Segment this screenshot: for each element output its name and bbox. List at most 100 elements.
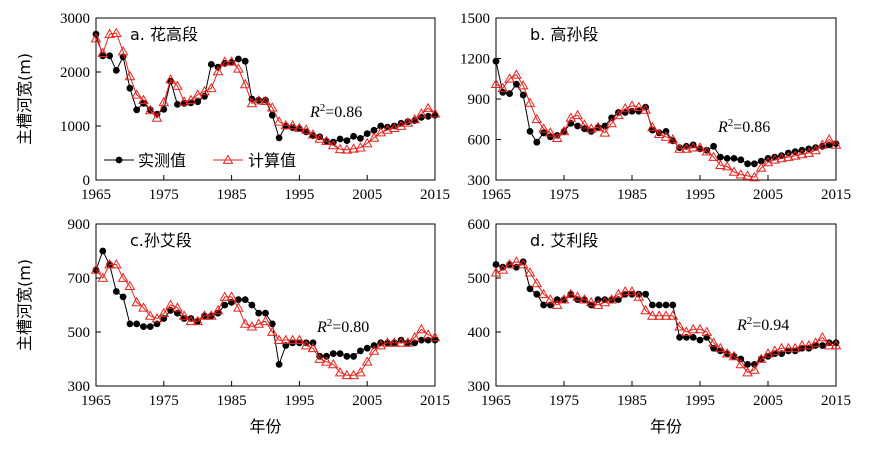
data-point — [499, 88, 507, 96]
data-point — [138, 94, 149, 104]
x-tick-label: 2015 — [821, 187, 851, 203]
r2-annotation: R2=0.80 — [316, 317, 369, 336]
data-point — [343, 137, 351, 145]
data-point — [429, 331, 441, 342]
x-tick-label: 1995 — [685, 393, 715, 409]
data-point — [545, 294, 556, 304]
data-point — [785, 347, 792, 355]
data-point — [669, 301, 677, 309]
panel-title: b. 高孙段 — [530, 25, 598, 44]
x-tick-label: 2005 — [753, 393, 783, 409]
data-point — [533, 138, 541, 146]
data-point — [275, 361, 283, 368]
data-point — [382, 124, 393, 134]
data-point — [524, 267, 536, 277]
data-point — [540, 129, 547, 137]
data-point — [212, 304, 224, 315]
data-point — [327, 139, 339, 150]
data-point — [817, 139, 828, 149]
data-point — [715, 159, 726, 169]
series-measured — [92, 247, 439, 368]
data-point — [90, 32, 102, 43]
data-point — [696, 336, 704, 344]
x-tick-label: 1995 — [284, 393, 314, 409]
x-axis-label: 年份 — [650, 417, 682, 436]
y-axis-label: 主槽河宽(m) — [15, 259, 34, 351]
data-point — [592, 121, 604, 132]
data-point — [776, 342, 787, 353]
series-calculated — [90, 27, 441, 154]
data-point — [357, 135, 364, 142]
data-point — [517, 79, 529, 90]
r2-value: =0.86 — [325, 104, 362, 121]
data-point — [246, 321, 258, 331]
data-point — [429, 108, 441, 118]
y-tick-label: 500 — [68, 325, 91, 341]
y-tick-label: 900 — [468, 92, 491, 108]
r2-value: =0.94 — [752, 317, 789, 334]
data-point — [110, 27, 122, 37]
data-point — [547, 133, 554, 141]
data-point — [647, 310, 658, 320]
data-point — [395, 337, 407, 347]
data-point — [119, 293, 127, 301]
series-calculated — [90, 258, 441, 380]
data-point — [226, 291, 237, 301]
data-point — [172, 302, 183, 312]
data-point — [585, 296, 597, 307]
data-point — [336, 135, 344, 143]
data-point — [350, 352, 357, 360]
data-point — [138, 302, 149, 312]
y-tick-label: 400 — [468, 325, 491, 341]
data-point — [416, 108, 427, 118]
data-point — [531, 113, 543, 124]
data-point — [803, 147, 815, 157]
data-point — [375, 339, 387, 350]
data-point — [275, 134, 283, 142]
data-point — [172, 80, 183, 90]
data-point — [144, 310, 156, 320]
data-point — [165, 74, 176, 84]
y-tick-label: 900 — [68, 217, 91, 233]
x-tick-label: 1995 — [284, 187, 314, 203]
data-point — [253, 95, 265, 105]
data-point — [721, 160, 733, 171]
data-point — [796, 339, 808, 350]
data-point — [160, 105, 168, 113]
data-point — [735, 169, 747, 179]
data-point — [601, 122, 609, 130]
data-point — [660, 131, 672, 141]
data-point — [131, 296, 143, 307]
data-point — [300, 124, 312, 134]
legend-calculated-marker — [222, 154, 234, 164]
data-point — [416, 323, 427, 334]
data-point — [642, 290, 649, 298]
legend-calculated-label: 计算值 — [248, 151, 296, 170]
series-measured — [92, 30, 439, 146]
y-tick-label: 600 — [468, 133, 491, 149]
data-point — [235, 55, 242, 63]
data-point — [388, 337, 400, 347]
data-point — [192, 315, 204, 326]
data-point — [187, 99, 195, 107]
data-point — [504, 258, 515, 269]
data-point — [239, 318, 251, 328]
data-point — [762, 156, 774, 167]
data-point — [674, 321, 685, 331]
data-point — [273, 116, 285, 126]
data-point — [735, 358, 747, 369]
data-point — [674, 143, 685, 153]
r2-annotation: R2=0.86 — [309, 102, 362, 121]
data-point — [201, 92, 208, 100]
data-point — [687, 142, 699, 152]
data-point — [178, 310, 190, 320]
data-point — [124, 70, 136, 81]
series-line — [495, 261, 836, 374]
data-point — [558, 125, 570, 136]
r2-value: =0.80 — [332, 319, 369, 336]
data-point — [205, 310, 217, 320]
x-axis-label: 年份 — [249, 417, 281, 436]
data-point — [574, 122, 581, 130]
y-tick-label: 2000 — [60, 65, 90, 81]
data-point — [266, 102, 278, 112]
